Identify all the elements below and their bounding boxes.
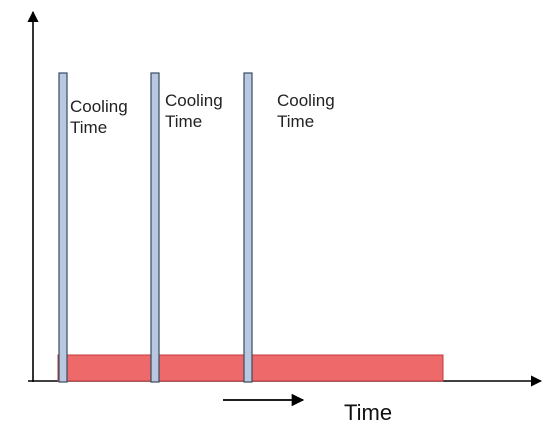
cooling-label-1-line2: Time — [70, 118, 108, 137]
cooling-label-1-line1: Cooling — [70, 97, 128, 116]
cooling-time-label-3: Cooling Time — [277, 90, 335, 132]
pulse-bar-3 — [243, 72, 253, 383]
cooling-label-2-line1: Cooling — [165, 91, 223, 110]
cooling-time-label-2: Cooling Time — [165, 90, 223, 132]
pulse-bar-2 — [150, 72, 160, 383]
time-axis-label: Time — [344, 400, 393, 425]
cooling-label-3-line1: Cooling — [277, 91, 335, 110]
cooling-label-3-line2: Time — [277, 112, 315, 131]
cooling-time-label-1: Cooling Time — [70, 96, 128, 138]
pulse-bar-1 — [58, 72, 68, 383]
cooling-label-2-line2: Time — [165, 112, 203, 131]
